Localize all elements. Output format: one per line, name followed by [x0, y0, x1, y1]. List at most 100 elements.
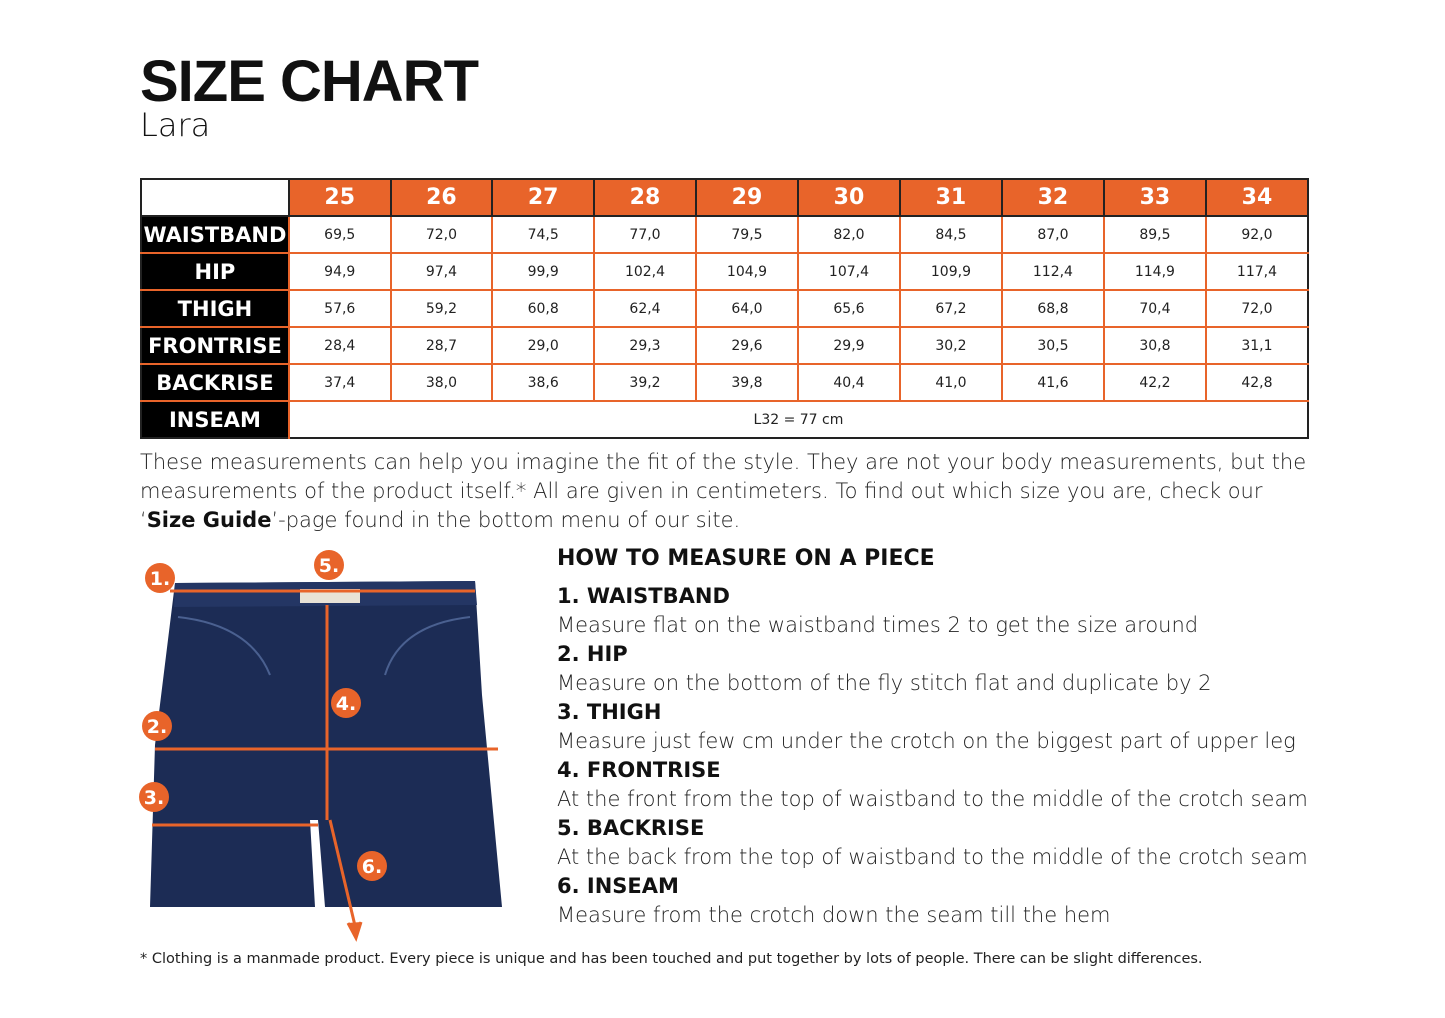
measurement-cell: 29,0 — [491, 327, 594, 365]
measurement-cell: 67,2 — [898, 290, 1002, 328]
measurement-cell: 57,6 — [287, 290, 391, 328]
size-header: 25 — [287, 179, 391, 217]
jeans-diagram: 1. 2. 3. 4. 5. 6. — [139, 550, 502, 942]
measurement-cell: 99,9 — [491, 253, 594, 291]
marker-2: 2. — [147, 716, 167, 738]
measurement-cell: 37,4 — [287, 364, 391, 402]
measurement-cell: 82,0 — [796, 216, 900, 254]
marker-6: 6. — [362, 856, 382, 878]
measurement-cell: 89,5 — [1102, 216, 1206, 254]
measurement-cell: 87,0 — [1000, 216, 1104, 254]
size-header: 28 — [593, 179, 696, 217]
row-label: THIGH — [141, 290, 289, 328]
row-label: INSEAM — [141, 401, 289, 438]
measurement-cell: 104,9 — [694, 253, 798, 291]
measurement-cell: 65,6 — [796, 290, 900, 328]
pocket — [177, 616, 271, 676]
marker-4: 4. — [336, 693, 356, 715]
measurement-cell: 70,4 — [1102, 290, 1206, 328]
measurement-cell: 62,4 — [593, 290, 696, 328]
measurement-cell: 102,4 — [593, 253, 696, 291]
measurement-cell: 42,8 — [1204, 364, 1308, 402]
page-title: SIZE CHART — [140, 49, 479, 114]
corner-cell — [141, 179, 289, 217]
measurement-cell: 29,6 — [694, 327, 798, 365]
measurement-cell: 31,1 — [1204, 327, 1308, 365]
measurement-cell: 79,5 — [694, 216, 798, 254]
marker-1: 1. — [150, 568, 170, 590]
measure-step-desc: Measure just few cm under the crotch on … — [557, 729, 1296, 753]
measure-step-title: 4. FRONTRISE — [557, 758, 721, 782]
size-table: 25 26 27 28 29 30 31 32 33 34 WAISTBAND 69,5 72,0 74… — [140, 178, 1309, 439]
size-header: 30 — [796, 179, 900, 217]
measurement-cell: 28,7 — [389, 327, 493, 365]
measurement-cell: 92,0 — [1204, 216, 1308, 254]
measure-step-desc: At the back from the top of waistband to… — [557, 845, 1308, 869]
row-label: BACKRISE — [141, 364, 289, 402]
measure-step-title: 3. THIGH — [557, 700, 662, 724]
measure-step-title: 5. BACKRISE — [557, 816, 705, 840]
size-guide-link[interactable]: Size Guide — [146, 508, 272, 532]
row-label: WAISTBAND — [141, 216, 289, 254]
inseam-line — [328, 819, 358, 931]
measure-step-title: 1. WAISTBAND — [557, 584, 730, 608]
size-header: 27 — [491, 179, 594, 217]
measurement-cell: 72,0 — [1204, 290, 1308, 328]
row-label: FRONTRISE — [141, 327, 289, 365]
table-row: FRONTRISE 28,4 28,7 29,0 29,3 29,6 29,9 30,2 30,… — [141, 327, 1308, 365]
measurement-cell: 109,9 — [898, 253, 1002, 291]
intro-text: These measurements can help you imagine … — [140, 450, 1307, 532]
table-row: THIGH 57,6 59,2 60,8 62,4 64,0 65,6 67,2 68,8 70,… — [141, 290, 1308, 328]
size-header: 29 — [694, 179, 798, 217]
measurement-cell: 30,2 — [898, 327, 1002, 365]
measurement-cell: 94,9 — [287, 253, 391, 291]
measurement-cell: 69,5 — [287, 216, 391, 254]
measure-step-desc: Measure on the bottom of the fly stitch … — [557, 671, 1212, 695]
measurement-cell: 42,2 — [1102, 364, 1206, 402]
measure-step-desc: Measure flat on the waistband times 2 to… — [557, 613, 1199, 637]
size-header: 33 — [1102, 179, 1206, 217]
measurement-cell: 41,6 — [1000, 364, 1104, 402]
product-name: Lara — [140, 106, 211, 144]
measurement-cell: 41,0 — [898, 364, 1002, 402]
table-row: BACKRISE 37,4 38,0 38,6 39,2 39,8 40,4 41,0 41,6… — [141, 364, 1308, 402]
marker-5: 5. — [319, 555, 339, 577]
footnote: * Clothing is a manmade product. Every p… — [140, 951, 1203, 967]
measurement-cell: 114,9 — [1102, 253, 1206, 291]
marker-3: 3. — [144, 787, 164, 809]
measurement-cell: 59,2 — [389, 290, 493, 328]
pocket — [384, 616, 471, 676]
size-header: 31 — [898, 179, 1002, 217]
measurement-cell: 107,4 — [796, 253, 900, 291]
how-title: HOW TO MEASURE ON A PIECE — [557, 546, 935, 571]
measurement-cell: 39,2 — [593, 364, 696, 402]
measurement-cell: 30,8 — [1102, 327, 1206, 365]
measurement-cell: 72,0 — [389, 216, 493, 254]
measurement-cell: 30,5 — [1000, 327, 1104, 365]
measurement-cell: 40,4 — [796, 364, 900, 402]
measurement-cell: 74,5 — [491, 216, 594, 254]
inseam-value: L32 = 77 cm — [287, 401, 1308, 438]
measurement-cell: 29,9 — [796, 327, 900, 365]
arrow-icon — [346, 921, 363, 942]
measurement-cell: 38,0 — [389, 364, 493, 402]
measure-step-desc: At the front from the top of waistband t… — [557, 787, 1308, 811]
size-header-row: 25 26 27 28 29 30 31 32 33 34 — [141, 179, 1308, 217]
measurement-cell: 39,8 — [694, 364, 798, 402]
table-row: HIP 94,9 97,4 99,9 102,4 104,9 107,4 109,9 112,4… — [141, 253, 1308, 291]
how-to-measure: HOW TO MEASURE ON A PIECE 1. WAISTBAND Me… — [557, 546, 1317, 930]
measure-step-desc: Measure from the crotch down the seam ti… — [557, 903, 1111, 927]
size-header: 26 — [389, 179, 493, 217]
measurement-cell: 28,4 — [287, 327, 391, 365]
measurement-cell: 84,5 — [898, 216, 1002, 254]
inseam-row: INSEAM L32 = 77 cm — [141, 401, 1308, 438]
table-row: WAISTBAND 69,5 72,0 74,5 77,0 79,5 82,0 84,5 87,… — [141, 216, 1308, 254]
measurement-cell: 112,4 — [1000, 253, 1104, 291]
row-label: HIP — [141, 253, 289, 291]
size-header: 32 — [1000, 179, 1104, 217]
size-header: 34 — [1204, 179, 1308, 217]
measure-step-title: 2. HIP — [557, 642, 628, 666]
measurement-cell: 77,0 — [593, 216, 696, 254]
measure-step-title: 6. INSEAM — [557, 874, 679, 898]
